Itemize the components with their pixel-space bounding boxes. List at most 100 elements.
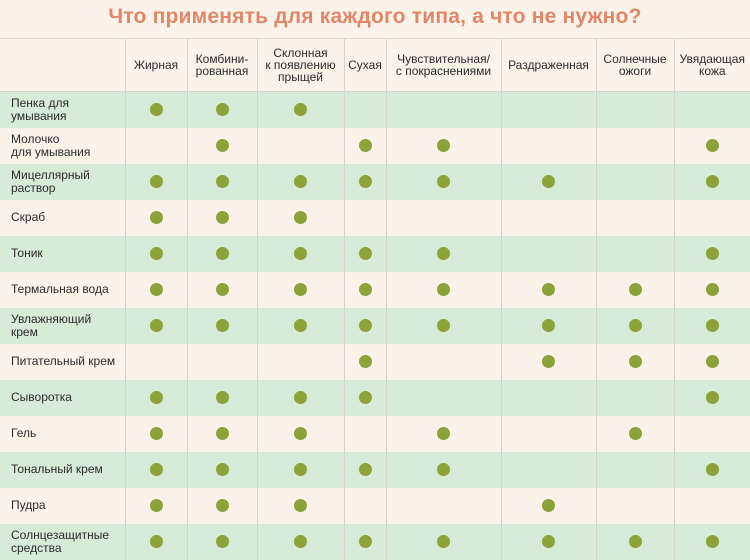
table-cell: [187, 91, 258, 128]
table-cell: [125, 415, 188, 452]
table-row: Молочко для умывания: [0, 127, 750, 164]
table-cell: [386, 307, 502, 344]
table-cell: [257, 199, 345, 236]
table-cell: [386, 271, 502, 308]
table-cell: [501, 415, 597, 452]
column-header: Раздраженная: [501, 38, 597, 92]
table-cell: [674, 416, 750, 452]
recommended-dot-icon: [215, 426, 229, 440]
recommended-dot-icon: [215, 174, 229, 188]
recommended-dot-icon: [294, 426, 307, 440]
table-row: Мицеллярный раствор: [0, 163, 750, 200]
table-row: Увлажняющий крем: [0, 307, 750, 344]
recommended-dot-icon: [437, 246, 450, 260]
table-row: Солнцезащитные средства: [0, 523, 750, 560]
table-cell: [501, 91, 597, 128]
table-cell: [596, 127, 675, 164]
recommended-dot-icon: [294, 246, 307, 260]
recommended-dot-icon: [294, 462, 307, 476]
row-label: Тональный крем: [0, 451, 126, 488]
table-cell: [674, 308, 750, 344]
table-cell: [344, 415, 387, 452]
table-cell: [674, 380, 750, 416]
row-label: Сыворотка: [0, 379, 126, 416]
table-cell: [501, 235, 597, 272]
table-cell: [344, 523, 387, 560]
recommended-dot-icon: [358, 174, 372, 188]
recommended-dot-icon: [358, 354, 372, 368]
table-cell: [187, 415, 258, 452]
recommended-dot-icon: [358, 534, 372, 548]
table-cell: [344, 343, 387, 380]
table-row: Скраб: [0, 199, 750, 236]
recommended-dot-icon: [628, 426, 642, 440]
row-label: Увлажняющий крем: [0, 307, 126, 344]
table-cell: [674, 524, 750, 560]
table-cell: [187, 199, 258, 236]
table-cell: [187, 379, 258, 416]
table-cell: [344, 235, 387, 272]
table-row: Тоник: [0, 235, 750, 272]
recommended-dot-icon: [358, 246, 372, 260]
table-cell: [344, 91, 387, 128]
table-cell: [125, 235, 188, 272]
table-cell: [386, 415, 502, 452]
table-cell: [344, 271, 387, 308]
table-cell: [386, 199, 502, 236]
table-cell: [386, 343, 502, 380]
table-cell: [257, 487, 345, 524]
table-cell: [344, 307, 387, 344]
table-cell: [125, 487, 188, 524]
recommended-dot-icon: [542, 282, 555, 296]
table-cell: [125, 379, 188, 416]
table-cell: [125, 163, 188, 200]
recommended-dot-icon: [149, 246, 163, 260]
row-label: Пенка для умывания: [0, 91, 126, 128]
recommended-dot-icon: [215, 498, 229, 512]
row-label: Молочко для умывания: [0, 127, 126, 164]
table-cell: [344, 163, 387, 200]
recommended-dot-icon: [149, 534, 163, 548]
table-cell: [125, 127, 188, 164]
table-cell: [386, 127, 502, 164]
header-corner: [0, 38, 126, 92]
row-label: Тоник: [0, 235, 126, 272]
recommended-dot-icon: [294, 534, 307, 548]
table-cell: [674, 344, 750, 380]
recommended-dot-icon: [542, 318, 555, 332]
table-cell: [187, 127, 258, 164]
recommended-dot-icon: [705, 174, 719, 188]
table-cell: [344, 379, 387, 416]
table-cell: [125, 523, 188, 560]
recommended-dot-icon: [542, 498, 555, 512]
recommended-dot-icon: [215, 246, 229, 260]
table-cell: [596, 343, 675, 380]
table-cell: [125, 199, 188, 236]
recommended-dot-icon: [215, 103, 229, 117]
table-cell: [386, 487, 502, 524]
recommended-dot-icon: [149, 174, 163, 188]
table-cell: [257, 235, 345, 272]
table-body: Пенка для умывания Молочко для умывания Ми…: [0, 91, 750, 560]
recommended-dot-icon: [542, 174, 555, 188]
table-cell: [257, 451, 345, 488]
column-header: Склонная к появлению прыщей: [257, 38, 345, 92]
recommended-dot-icon: [294, 210, 307, 224]
table-cell: [596, 91, 675, 128]
recommended-dot-icon: [437, 426, 450, 440]
recommended-dot-icon: [705, 462, 719, 476]
table-cell: [501, 523, 597, 560]
table-cell: [596, 199, 675, 236]
recommended-dot-icon: [705, 318, 719, 332]
recommended-dot-icon: [215, 138, 229, 152]
recommended-dot-icon: [628, 282, 642, 296]
table-cell: [674, 452, 750, 488]
table-cell: [257, 91, 345, 128]
table-cell: [344, 127, 387, 164]
recommended-dot-icon: [149, 318, 163, 332]
table-cell: [501, 487, 597, 524]
recommended-dot-icon: [358, 462, 372, 476]
recommended-dot-icon: [628, 354, 642, 368]
table-cell: [501, 271, 597, 308]
recommended-dot-icon: [542, 534, 555, 548]
